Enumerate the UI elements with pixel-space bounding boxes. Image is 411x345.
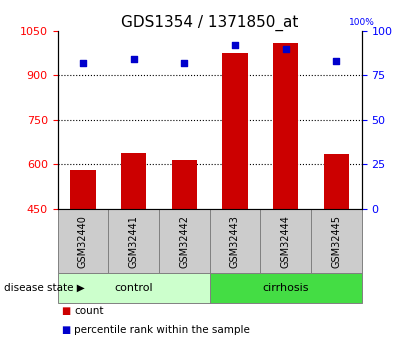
Point bbox=[80, 60, 86, 66]
Bar bbox=[210, 209, 260, 274]
Text: GSM32444: GSM32444 bbox=[281, 215, 291, 268]
Text: GSM32443: GSM32443 bbox=[230, 215, 240, 268]
Text: ■: ■ bbox=[61, 306, 70, 316]
Bar bbox=[121, 152, 146, 209]
Bar bbox=[70, 170, 95, 209]
Text: GSM32445: GSM32445 bbox=[331, 215, 341, 268]
Point bbox=[232, 42, 238, 48]
Bar bbox=[172, 160, 197, 209]
Title: GDS1354 / 1371850_at: GDS1354 / 1371850_at bbox=[121, 15, 298, 31]
Text: ■: ■ bbox=[61, 325, 70, 335]
Bar bbox=[311, 209, 362, 274]
Text: count: count bbox=[74, 306, 104, 316]
Point bbox=[181, 60, 187, 66]
Text: GSM32441: GSM32441 bbox=[129, 215, 139, 268]
Text: disease state ▶: disease state ▶ bbox=[4, 283, 85, 293]
Bar bbox=[210, 274, 362, 303]
Bar bbox=[260, 209, 311, 274]
Bar bbox=[108, 209, 159, 274]
Text: percentile rank within the sample: percentile rank within the sample bbox=[74, 325, 250, 335]
Bar bbox=[273, 43, 298, 209]
Point bbox=[282, 46, 289, 52]
Bar bbox=[58, 209, 108, 274]
Bar bbox=[159, 209, 210, 274]
Text: GSM32440: GSM32440 bbox=[78, 215, 88, 268]
Text: control: control bbox=[114, 283, 153, 293]
Text: GSM32442: GSM32442 bbox=[179, 215, 189, 268]
Text: cirrhosis: cirrhosis bbox=[262, 283, 309, 293]
Point bbox=[333, 59, 339, 64]
Bar bbox=[58, 274, 210, 303]
Text: 100%: 100% bbox=[349, 19, 374, 28]
Point bbox=[130, 57, 137, 62]
Bar bbox=[324, 154, 349, 209]
Bar bbox=[222, 53, 247, 209]
